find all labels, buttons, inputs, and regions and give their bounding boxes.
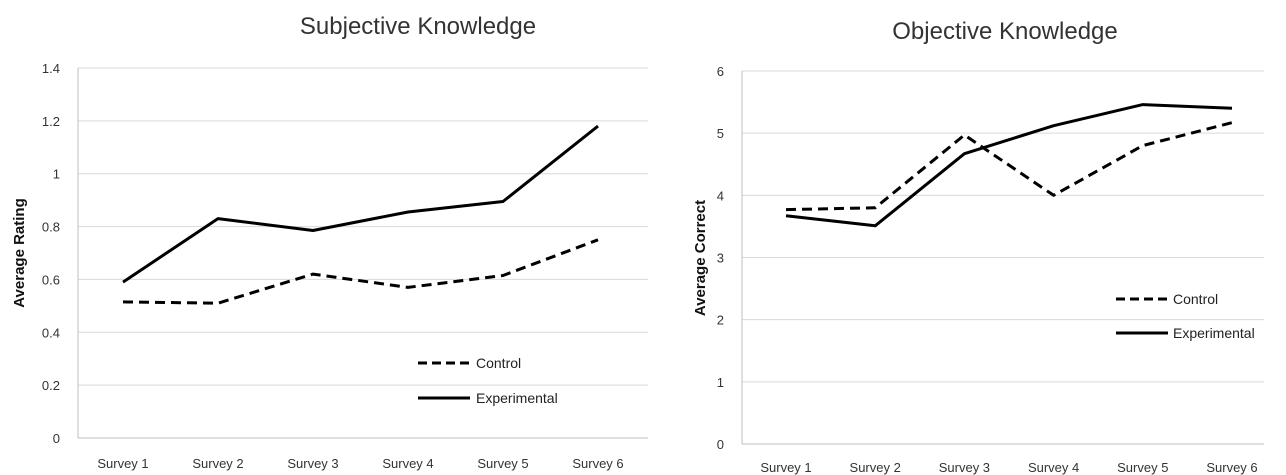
x-tick-label: Survey 5 — [477, 456, 528, 471]
x-tick-label: Survey 6 — [1206, 460, 1257, 475]
x-tick-labels: Survey 1 Survey 2 Survey 3 Survey 4 Survey 5… — [760, 460, 1257, 475]
y-tick-label: 3 — [717, 251, 724, 266]
objective-knowledge-chart: Objective Knowledge Average Correct 0 1 2 3… — [692, 18, 1264, 475]
x-tick-label: Survey 2 — [850, 460, 901, 475]
series-line-experimental — [785, 103, 1233, 228]
legend-control-label: Control — [1173, 291, 1218, 307]
y-axis-label: Average Correct — [692, 200, 709, 316]
y-tick-label: 5 — [717, 126, 724, 141]
series-lines — [122, 124, 599, 305]
y-tick-label: 0.4 — [42, 325, 60, 340]
gridlines — [77, 67, 648, 439]
y-tick-label: 0.2 — [42, 378, 60, 393]
x-tick-label: Survey 4 — [1028, 460, 1079, 475]
chart-title: Subjective Knowledge — [300, 13, 536, 40]
y-tick-label: 0.8 — [42, 220, 60, 235]
x-tick-label: Survey 5 — [1117, 460, 1168, 475]
subjective-knowledge-chart: Subjective Knowledge Average Rating 0 0.2… — [11, 13, 648, 471]
gridlines — [741, 70, 1264, 445]
legend-experimental-label: Experimental — [476, 390, 558, 406]
y-tick-label: 0 — [717, 437, 724, 452]
y-tick-label: 4 — [717, 188, 724, 203]
series-lines — [785, 103, 1233, 228]
series-line-control — [785, 121, 1233, 212]
y-tick-label: 2 — [717, 313, 724, 328]
y-tick-label: 1 — [53, 167, 60, 182]
x-tick-label: Survey 4 — [382, 456, 433, 471]
y-tick-label: 1.2 — [42, 114, 60, 129]
legend: Control Experimental — [1116, 291, 1255, 341]
y-tick-label: 1 — [717, 375, 724, 390]
legend: Control Experimental — [418, 355, 558, 406]
y-tick-labels: 0 0.2 0.4 0.6 0.8 1 1.2 1.4 — [42, 61, 60, 446]
series-line-experimental — [122, 124, 599, 284]
series-line-control — [122, 238, 599, 305]
legend-control-label: Control — [476, 355, 521, 371]
legend-experimental-label: Experimental — [1173, 325, 1255, 341]
y-axis-label: Average Rating — [11, 198, 28, 307]
chart-title: Objective Knowledge — [892, 18, 1117, 45]
x-tick-label: Survey 6 — [572, 456, 623, 471]
y-tick-label: 0.6 — [42, 272, 60, 287]
x-tick-label: Survey 3 — [287, 456, 338, 471]
y-tick-label: 0 — [53, 431, 60, 446]
x-tick-labels: Survey 1 Survey 2 Survey 3 Survey 4 Survey 5… — [97, 456, 623, 471]
x-tick-label: Survey 1 — [97, 456, 148, 471]
x-tick-label: Survey 1 — [760, 460, 811, 475]
y-tick-label: 1.4 — [42, 61, 60, 76]
x-tick-label: Survey 3 — [939, 460, 990, 475]
y-tick-labels: 0 1 2 3 4 5 6 — [717, 64, 724, 452]
x-tick-label: Survey 2 — [192, 456, 243, 471]
y-tick-label: 6 — [717, 64, 724, 79]
